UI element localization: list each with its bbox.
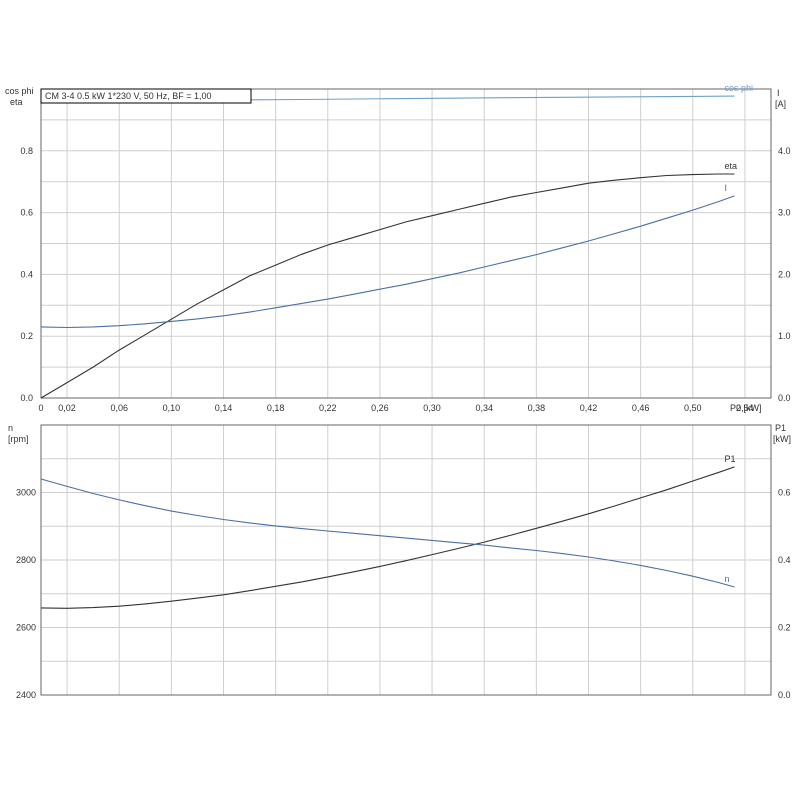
x-tick-label: 0,46 bbox=[632, 403, 650, 413]
y-right-tick-label: 0.0 bbox=[778, 393, 791, 403]
right-axis-label-p1-unit: [kW] bbox=[773, 434, 791, 444]
y-left-tick-label: 3000 bbox=[16, 488, 36, 498]
x-tick-label: 0,26 bbox=[371, 403, 389, 413]
top-grid bbox=[41, 89, 771, 398]
left-axis-label-eta: eta bbox=[10, 97, 23, 107]
x-tick-label: 0,06 bbox=[110, 403, 128, 413]
x-tick-label: 0,18 bbox=[267, 403, 285, 413]
y-left-tick-label: 0.4 bbox=[20, 269, 33, 279]
series-label-cos-phi: cos phi bbox=[725, 83, 754, 93]
bottom-series-lines: P1 n bbox=[40, 454, 736, 609]
panel-speed-power: 2400 2600 2800 3000 0.0 0.2 0.4 0.6 P1 n n [rpm]… bbox=[8, 423, 791, 700]
x-tick-label: 0,14 bbox=[215, 403, 233, 413]
right-axis-label-i: I bbox=[777, 88, 780, 98]
top-tick-labels: 0 0,02 0,06 0,10 0,14 0,18 0,22 0,26 0,30 0,34 0,3… bbox=[20, 146, 790, 413]
bottom-tick-labels: 2400 2600 2800 3000 0.0 0.2 0.4 0.6 bbox=[16, 488, 791, 701]
x-tick-label: 0,38 bbox=[528, 403, 546, 413]
right-axis-label-i-unit: [A] bbox=[775, 99, 786, 109]
y-right-tick-label: 0.2 bbox=[778, 623, 791, 633]
series-label-i: I bbox=[725, 183, 728, 193]
y-right-tick-label: 2.0 bbox=[778, 269, 791, 279]
y-left-tick-label: 0.0 bbox=[20, 393, 33, 403]
y-right-tick-label: 0.0 bbox=[778, 690, 791, 700]
y-left-tick-label: 2600 bbox=[16, 623, 36, 633]
series-line-eta bbox=[40, 173, 735, 399]
left-axis-label-n: n bbox=[8, 423, 13, 433]
y-left-tick-label: 2800 bbox=[16, 555, 36, 565]
x-tick-label: 0,22 bbox=[319, 403, 337, 413]
x-tick-label: 0,30 bbox=[423, 403, 441, 413]
right-axis-label-p1: P1 bbox=[775, 423, 786, 433]
x-tick-label: 0,42 bbox=[580, 403, 598, 413]
y-left-tick-label: 0.8 bbox=[20, 146, 33, 156]
y-left-tick-label: 2400 bbox=[16, 690, 36, 700]
top-plot-frame bbox=[40, 88, 772, 399]
y-left-tick-label: 0.2 bbox=[20, 331, 33, 341]
series-line-p1 bbox=[40, 466, 735, 609]
top-series-lines: cos phi eta I bbox=[40, 83, 754, 399]
series-label-eta: eta bbox=[725, 161, 738, 171]
series-label-p1: P1 bbox=[725, 454, 736, 464]
panel-efficiency-current: 0 0,02 0,06 0,10 0,14 0,18 0,22 0,26 0,30 0,34 0,3… bbox=[5, 83, 791, 413]
x-tick-label: 0,34 bbox=[475, 403, 493, 413]
y-right-tick-label: 0.6 bbox=[778, 488, 791, 498]
series-line-i bbox=[40, 195, 735, 329]
x-axis-label: P2 [kW] bbox=[730, 403, 762, 413]
chart-title: CM 3-4 0.5 kW 1*230 V, 50 Hz, BF = 1,00 bbox=[45, 91, 212, 101]
series-line-n bbox=[40, 478, 735, 588]
bottom-plot-frame bbox=[40, 424, 772, 696]
y-left-tick-label: 0.6 bbox=[20, 208, 33, 218]
left-axis-label-cosphi: cos phi bbox=[5, 86, 34, 96]
x-tick-label: 0,54 bbox=[736, 403, 754, 413]
x-tick-label: 0,10 bbox=[163, 403, 181, 413]
y-right-tick-label: 1.0 bbox=[778, 331, 791, 341]
y-right-tick-label: 3.0 bbox=[778, 208, 791, 218]
bottom-grid bbox=[41, 425, 771, 695]
x-tick-label: 0,50 bbox=[684, 403, 702, 413]
y-right-tick-label: 0.4 bbox=[778, 555, 791, 565]
title-box bbox=[40, 88, 252, 104]
x-tick-label: 0,02 bbox=[58, 403, 76, 413]
series-label-n: n bbox=[725, 574, 730, 584]
left-axis-label-n-unit: [rpm] bbox=[8, 434, 29, 444]
x-tick-label: 0 bbox=[38, 403, 43, 413]
y-right-tick-label: 4.0 bbox=[778, 146, 791, 156]
